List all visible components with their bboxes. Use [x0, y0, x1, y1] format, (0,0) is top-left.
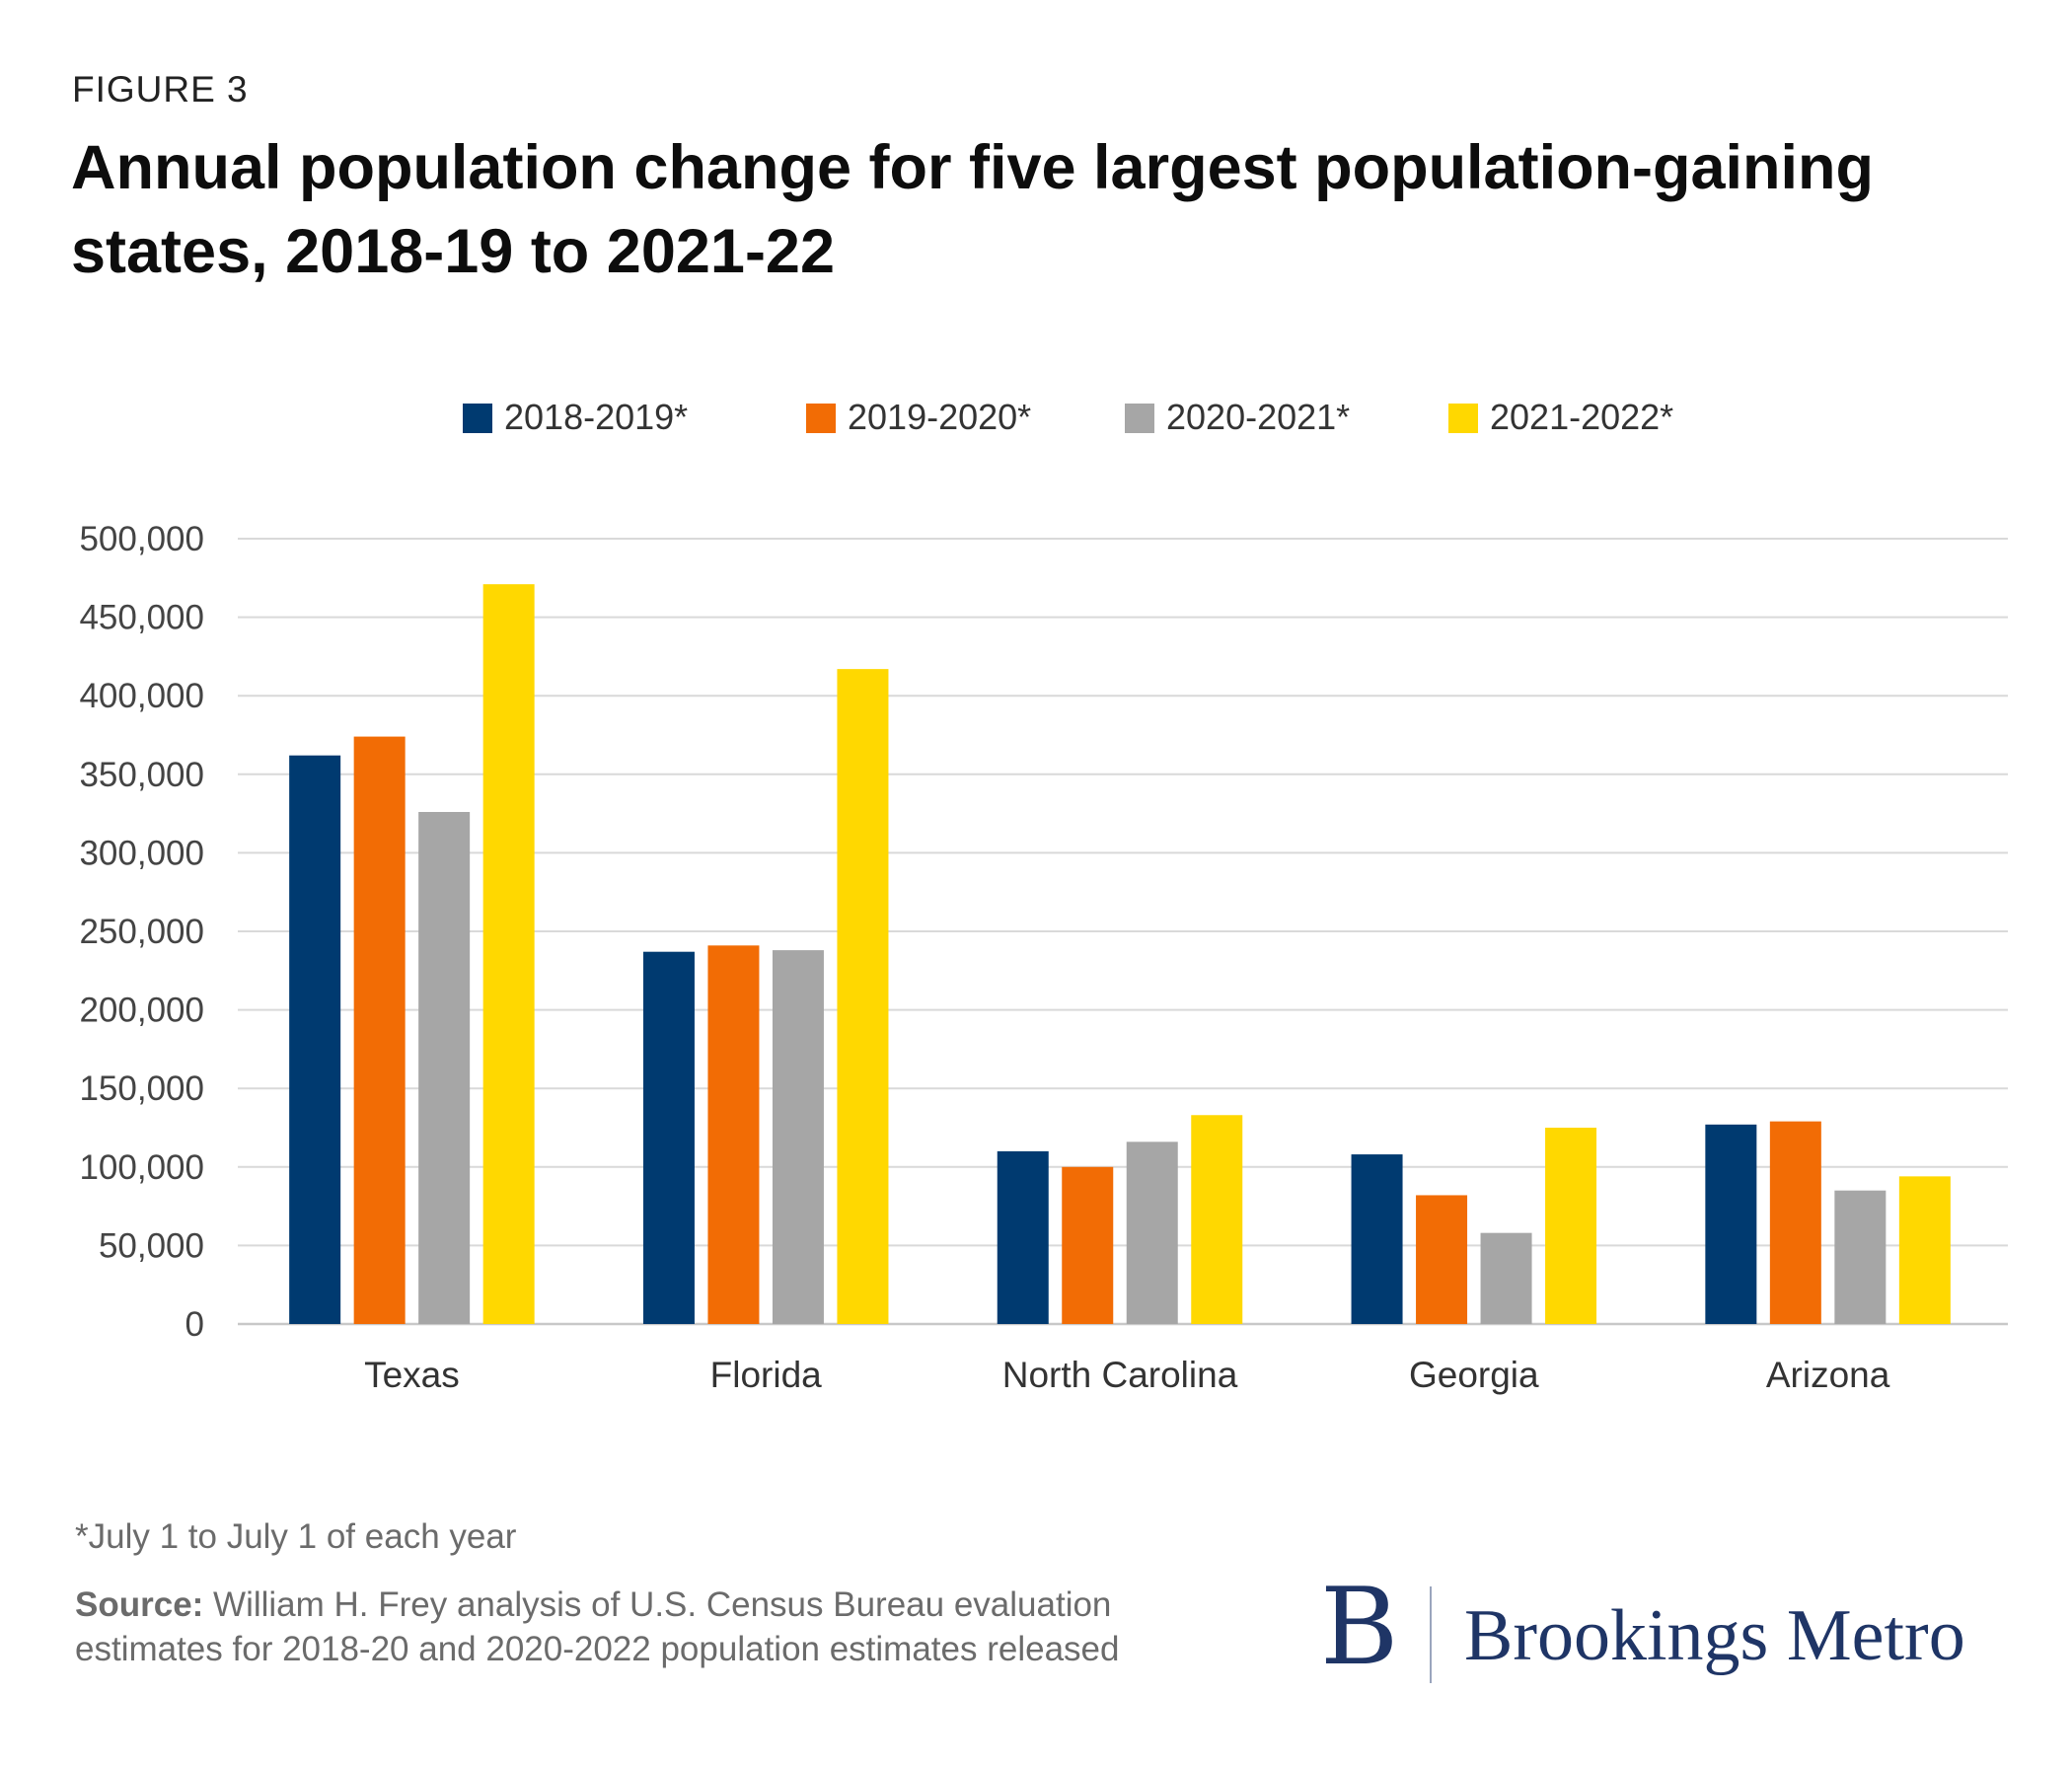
- y-tick-label: 0: [185, 1305, 204, 1344]
- bar-chart: 0 50,000 100,000 150,000 200,000 250,000 300,0…: [79, 520, 2008, 1395]
- bar: [837, 669, 889, 1324]
- x-tick-label: Texas: [364, 1355, 460, 1395]
- bar: [642, 951, 695, 1324]
- bar: [482, 584, 535, 1324]
- bar: [1416, 1195, 1468, 1324]
- y-tick-label: 400,000: [79, 677, 204, 715]
- bar: [1062, 1166, 1114, 1324]
- logo-b-mark: B: [1320, 1566, 1399, 1689]
- y-tick-label: 500,000: [79, 520, 204, 558]
- y-tick-label: 300,000: [79, 834, 204, 872]
- bar: [289, 755, 341, 1324]
- y-tick-label: 250,000: [79, 913, 204, 951]
- source-note: Source: William H. Frey analysis of U.S.…: [75, 1583, 1259, 1671]
- chart-legend: 2018-2019* 2019-2020* 2020-2021* 2021-20…: [0, 393, 2072, 442]
- y-tick-label: 150,000: [79, 1069, 204, 1108]
- source-text: William H. Frey analysis of U.S. Census …: [75, 1585, 1120, 1668]
- legend-label: 2018-2019*: [504, 397, 689, 437]
- y-tick-label: 50,000: [99, 1226, 204, 1265]
- x-tick-label: Florida: [710, 1355, 823, 1395]
- legend-swatch: [806, 404, 836, 433]
- y-tick-label: 350,000: [79, 756, 204, 794]
- bar: [1351, 1154, 1403, 1324]
- x-tick-label: Georgia: [1409, 1355, 1539, 1395]
- chart-title: Annual population change for five larges…: [71, 133, 1874, 286]
- bar: [1191, 1115, 1243, 1324]
- y-tick-label: 100,000: [79, 1148, 204, 1187]
- bar: [1898, 1176, 1951, 1324]
- brookings-metro-logo: B Brookings Metro: [1320, 1573, 2011, 1689]
- bar: [1480, 1232, 1532, 1324]
- legend-label: 2021-2022*: [1490, 397, 1674, 437]
- logo-divider: [1430, 1586, 1432, 1683]
- bar: [1126, 1141, 1178, 1324]
- legend-swatch: [1448, 404, 1478, 433]
- bar: [772, 950, 824, 1324]
- legend-label: 2020-2021*: [1166, 397, 1351, 437]
- bar: [353, 736, 406, 1324]
- x-tick-label: Arizona: [1766, 1355, 1890, 1395]
- bar: [1545, 1128, 1597, 1324]
- figure-label: FIGURE 3: [72, 69, 249, 110]
- x-tick-label: North Carolina: [1002, 1355, 1238, 1395]
- legend-label: 2019-2020*: [848, 397, 1032, 437]
- bar: [1769, 1121, 1821, 1324]
- y-tick-label: 450,000: [79, 599, 204, 637]
- bar: [1834, 1190, 1887, 1324]
- legend-swatch: [463, 404, 492, 433]
- logo-wordmark: Brookings Metro: [1464, 1595, 1965, 1676]
- bar: [418, 812, 471, 1324]
- bar: [997, 1150, 1049, 1324]
- legend-swatch: [1125, 404, 1154, 433]
- y-tick-label: 200,000: [79, 992, 204, 1030]
- source-label: Source:: [75, 1585, 204, 1624]
- bar: [1705, 1124, 1757, 1324]
- footnote: *July 1 to July 1 of each year: [75, 1517, 517, 1556]
- bar: [707, 945, 760, 1324]
